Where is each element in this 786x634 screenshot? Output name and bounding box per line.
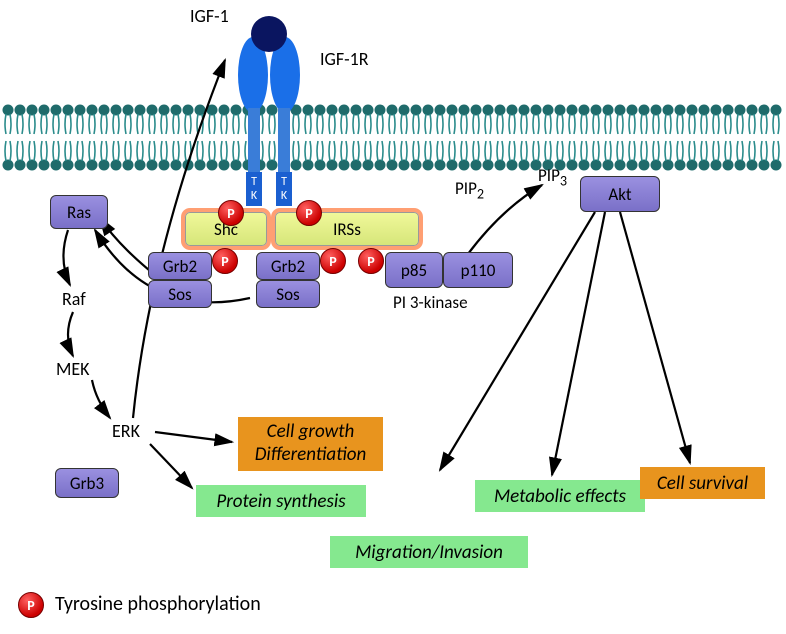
grb3-protein: Grb3 — [55, 468, 119, 498]
grb2-right: Grb2 — [256, 252, 320, 280]
migration-outcome: Migration/Invasion — [330, 536, 528, 568]
p110-subunit: p110 — [443, 252, 513, 288]
cell-growth-outcome: Cell growth Differentiation — [238, 417, 383, 471]
pi3k-label: PI 3-kinase — [393, 292, 468, 313]
raf-label: Raf — [62, 288, 86, 310]
svg-text:K: K — [251, 189, 258, 203]
pip3-label: PIP3 — [538, 165, 567, 189]
phos-icon: P — [212, 248, 238, 274]
svg-text:K: K — [281, 189, 288, 203]
erk-label: ERK — [112, 420, 140, 442]
phos-icon: P — [296, 200, 322, 226]
pip2-label: PIP2 — [455, 178, 484, 202]
svg-text:T: T — [251, 175, 257, 189]
phos-icon: P — [320, 248, 346, 274]
svg-text:T: T — [281, 175, 287, 189]
grb2-left: Grb2 — [148, 252, 212, 280]
sos-left: Sos — [148, 280, 212, 308]
legend-text: Tyrosine phosphorylation — [55, 592, 261, 616]
p85-subunit: p85 — [385, 252, 443, 288]
sos-right: Sos — [256, 280, 320, 308]
akt-protein: Akt — [580, 176, 660, 212]
mek-label: MEK — [56, 358, 90, 380]
cell-membrane — [3, 105, 782, 171]
cell-survival-outcome: Cell survival — [640, 467, 765, 499]
ligand-label: IGF-1 — [190, 5, 229, 27]
metabolic-outcome: Metabolic effects — [475, 480, 645, 512]
phos-icon: P — [358, 248, 384, 274]
legend-phos-icon: P — [18, 592, 44, 618]
ras-protein: Ras — [50, 195, 108, 229]
protein-synthesis-outcome: Protein synthesis — [196, 485, 366, 517]
receptor-label: IGF-1R — [320, 48, 369, 70]
phos-icon: P — [218, 200, 244, 226]
